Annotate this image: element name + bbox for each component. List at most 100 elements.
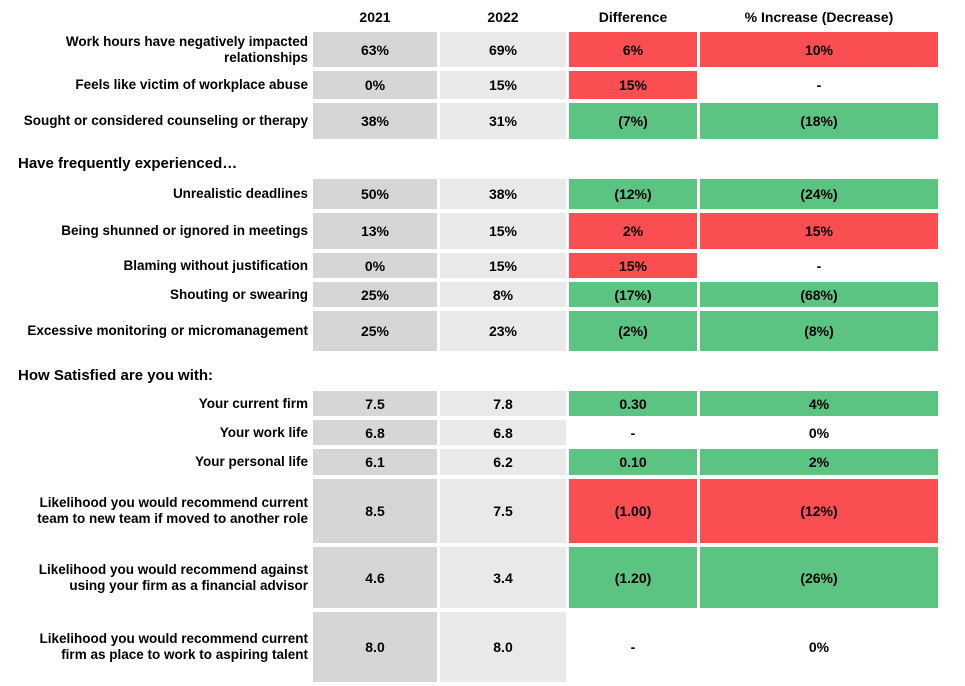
section-header: Have frequently experienced… bbox=[18, 155, 238, 172]
table-row: Sought or considered counseling or thera… bbox=[0, 103, 965, 139]
value-2022: 69% bbox=[440, 32, 566, 67]
value-2021: 8.5 bbox=[313, 479, 437, 543]
value-2021: 4.6 bbox=[313, 547, 437, 608]
row-label: Feels like victim of workplace abuse bbox=[0, 71, 310, 99]
pct-change-cell: 15% bbox=[700, 213, 938, 249]
pct-change-cell: (8%) bbox=[700, 311, 938, 351]
pct-change-cell: 0% bbox=[700, 612, 938, 682]
difference-cell: (7%) bbox=[569, 103, 697, 139]
difference-cell: 15% bbox=[569, 71, 697, 99]
value-2022: 23% bbox=[440, 311, 566, 351]
pct-change-cell: 2% bbox=[700, 449, 938, 475]
pct-change-cell: 4% bbox=[700, 391, 938, 416]
row-label: Blaming without justification bbox=[0, 253, 310, 278]
table-row: Work hours have negatively impacted rela… bbox=[0, 32, 965, 67]
table-row: Excessive monitoring or micromanagement 2… bbox=[0, 311, 965, 351]
row-label-text: Shouting or swearing bbox=[169, 286, 308, 302]
pct-change-cell: (26%) bbox=[700, 547, 938, 608]
difference-cell: - bbox=[569, 612, 697, 682]
table-row: Your current firm 7.5 7.8 0.30 4% bbox=[0, 391, 965, 416]
value-2022: 7.8 bbox=[440, 391, 566, 416]
row-label: Sought or considered counseling or thera… bbox=[0, 103, 310, 139]
table-row: Shouting or swearing 25% 8% (17%) (68%) bbox=[0, 282, 965, 307]
row-label-text: Being shunned or ignored in meetings bbox=[61, 223, 308, 238]
value-2021: 8.0 bbox=[313, 612, 437, 682]
table-row: Likelihood you would recommend against u… bbox=[0, 547, 965, 608]
value-2021: 0% bbox=[313, 253, 437, 278]
value-2021: 38% bbox=[313, 103, 437, 139]
pct-change-cell: 0% bbox=[700, 420, 938, 445]
difference-cell: (2%) bbox=[569, 311, 697, 351]
column-header: % Increase (Decrease) bbox=[700, 7, 938, 27]
difference-cell: 0.10 bbox=[569, 449, 697, 475]
row-label-text: Likelihood you would recommend against u… bbox=[38, 561, 308, 593]
difference-cell: (1.00) bbox=[569, 479, 697, 543]
pct-change-cell: 10% bbox=[700, 32, 938, 67]
section-rows: Unrealistic deadlines 50% 38% (12%) (24%) Bei… bbox=[0, 179, 965, 351]
table-row: Blaming without justification 0% 15% 15% - bbox=[0, 253, 965, 278]
value-2022: 7.5 bbox=[440, 479, 566, 543]
section-rows: Your current firm 7.5 7.8 0.30 4% Your work l… bbox=[0, 391, 965, 682]
value-2021: 7.5 bbox=[313, 391, 437, 416]
row-label: Being shunned or ignored in meetings bbox=[0, 213, 310, 249]
row-label: Your work life bbox=[0, 420, 310, 445]
row-label-text: Blaming without justification bbox=[123, 257, 309, 273]
row-label: Your personal life bbox=[0, 449, 310, 475]
row-label-text: Work hours have negatively impacted rela… bbox=[65, 33, 308, 65]
row-label: Likelihood you would recommend current t… bbox=[0, 479, 310, 543]
pct-change-cell: (68%) bbox=[700, 282, 938, 307]
table-row: Feels like victim of workplace abuse 0% 15… bbox=[0, 71, 965, 99]
pct-change-cell: (24%) bbox=[700, 179, 938, 209]
row-label: Likelihood you would recommend against u… bbox=[0, 547, 310, 608]
pct-change-cell: - bbox=[700, 71, 938, 99]
table-row: Likelihood you would recommend current f… bbox=[0, 612, 965, 682]
row-label: Likelihood you would recommend current f… bbox=[0, 612, 310, 682]
table-body: Work hours have negatively impacted rela… bbox=[0, 32, 965, 682]
value-2022: 6.2 bbox=[440, 449, 566, 475]
difference-cell: 6% bbox=[569, 32, 697, 67]
value-2021: 25% bbox=[313, 311, 437, 351]
value-2021: 63% bbox=[313, 32, 437, 67]
table-row: Being shunned or ignored in meetings 13% 1… bbox=[0, 213, 965, 249]
value-2022: 8.0 bbox=[440, 612, 566, 682]
value-2022: 15% bbox=[440, 253, 566, 278]
column-header: Difference bbox=[569, 7, 697, 27]
difference-cell: 0.30 bbox=[569, 391, 697, 416]
table-row: Likelihood you would recommend current t… bbox=[0, 479, 965, 543]
value-2021: 13% bbox=[313, 213, 437, 249]
row-label-text: Your work life bbox=[219, 424, 308, 440]
difference-cell: 2% bbox=[569, 213, 697, 249]
column-header: 2022 bbox=[440, 7, 566, 27]
row-label: Your current firm bbox=[0, 391, 310, 416]
row-label-text: Likelihood you would recommend current f… bbox=[39, 631, 308, 662]
value-2021: 25% bbox=[313, 282, 437, 307]
value-2022: 15% bbox=[440, 213, 566, 249]
row-label-text: Your current firm bbox=[198, 395, 308, 411]
value-2021: 6.8 bbox=[313, 420, 437, 445]
column-header: 2021 bbox=[313, 7, 437, 27]
value-2022: 15% bbox=[440, 71, 566, 99]
value-2021: 0% bbox=[313, 71, 437, 99]
difference-cell: (1.20) bbox=[569, 547, 697, 608]
value-2021: 50% bbox=[313, 179, 437, 209]
row-label-text: Excessive monitoring or micromanagement bbox=[27, 323, 308, 338]
value-2022: 3.4 bbox=[440, 547, 566, 608]
value-2022: 38% bbox=[440, 179, 566, 209]
table-row: Unrealistic deadlines 50% 38% (12%) (24%) bbox=[0, 179, 965, 209]
row-label-text: Sought or considered counseling or thera… bbox=[23, 113, 308, 128]
row-label-text: Likelihood you would recommend current t… bbox=[37, 495, 308, 526]
row-label-text: Feels like victim of workplace abuse bbox=[75, 77, 308, 92]
row-label: Shouting or swearing bbox=[0, 282, 310, 307]
section-rows: Work hours have negatively impacted rela… bbox=[0, 32, 965, 139]
row-label-text: Unrealistic deadlines bbox=[172, 186, 308, 201]
value-2022: 31% bbox=[440, 103, 566, 139]
difference-cell: - bbox=[569, 420, 697, 445]
row-label: Work hours have negatively impacted rela… bbox=[0, 32, 310, 67]
difference-cell: 15% bbox=[569, 253, 697, 278]
column-header-row: 2021 2022 Difference% Increase (Decrease) bbox=[0, 7, 965, 27]
row-label-header-spacer bbox=[0, 7, 310, 27]
value-2022: 8% bbox=[440, 282, 566, 307]
difference-cell: (17%) bbox=[569, 282, 697, 307]
table-row: Your work life 6.8 6.8-0% bbox=[0, 420, 965, 445]
